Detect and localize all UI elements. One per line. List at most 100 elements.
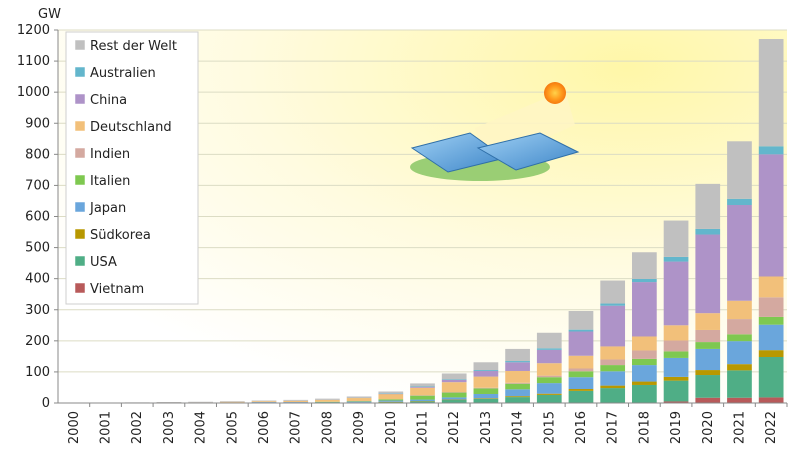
legend-swatch xyxy=(74,174,86,186)
bar-segment xyxy=(505,396,530,398)
bar-segment xyxy=(473,393,499,399)
bar-segment xyxy=(251,401,277,403)
bar-segment xyxy=(441,399,467,403)
bar-segment xyxy=(695,342,721,349)
bar-segment xyxy=(727,370,752,398)
bar-segment xyxy=(727,141,752,199)
bar-segment xyxy=(410,395,435,396)
x-tick-label: 2020 xyxy=(701,411,716,444)
bar-segment xyxy=(568,377,594,390)
bar-segment xyxy=(378,393,404,400)
bar-segment xyxy=(600,359,626,366)
legend-label: USA xyxy=(90,255,117,270)
bar-segment xyxy=(568,310,594,330)
x-tick-label: 2008 xyxy=(320,411,335,444)
bar-segment xyxy=(727,300,752,320)
x-tick-label: 2011 xyxy=(416,411,431,444)
bar-segment xyxy=(536,332,562,349)
bar-segment xyxy=(568,371,594,378)
bar-segment xyxy=(473,370,499,371)
bar-segment xyxy=(600,371,626,386)
y-tick-label: 400 xyxy=(25,272,50,287)
bar-segment xyxy=(695,183,721,229)
bar-segment xyxy=(600,385,626,389)
y-tick-label: 900 xyxy=(25,116,50,131)
bar-segment xyxy=(441,379,467,380)
legend-swatch xyxy=(74,201,86,213)
bar-segment xyxy=(378,401,404,403)
bar-segment xyxy=(536,363,562,376)
bar-segment xyxy=(283,402,309,403)
bar-segment xyxy=(473,388,499,394)
bar-segment xyxy=(695,329,721,343)
x-tick-label: 2003 xyxy=(162,411,177,444)
bar-segment xyxy=(758,39,784,147)
x-tick-label: 2013 xyxy=(479,411,494,444)
y-tick-label: 200 xyxy=(25,334,50,349)
bar-segment xyxy=(505,389,530,397)
bar-segment xyxy=(727,204,752,301)
legend-label: China xyxy=(90,93,127,108)
y-axis-label: GW xyxy=(38,7,61,22)
bar-segment xyxy=(600,365,626,372)
bar-segment xyxy=(727,198,752,205)
y-tick-label: 600 xyxy=(25,210,50,225)
legend-label: Vietnam xyxy=(90,282,144,297)
bar-segment xyxy=(600,303,626,306)
x-tick-label: 2004 xyxy=(194,411,209,444)
x-tick-labels: 2000 2001 2002 2003 2004 2005 2006 2007 2008 2009… xyxy=(67,411,779,444)
bar-segment xyxy=(758,397,784,403)
bar-segment xyxy=(473,398,499,399)
bar-segment xyxy=(632,282,657,337)
bar-segment xyxy=(695,397,721,403)
bar-segment xyxy=(663,261,689,326)
legend-label: Deutschland xyxy=(90,120,172,135)
bars xyxy=(61,39,784,404)
bar-segment xyxy=(473,387,499,389)
x-tick-label: 2014 xyxy=(511,411,526,444)
bar-segment xyxy=(410,386,435,388)
x-tick-label: 2000 xyxy=(67,411,82,444)
bar-segment xyxy=(536,375,562,378)
bar-segment xyxy=(600,305,626,347)
legend: Rest der Welt Australien China Deutschland I… xyxy=(65,31,199,305)
bar-segment xyxy=(315,398,340,400)
bar-segment xyxy=(568,390,594,403)
bar-segment xyxy=(536,348,562,350)
bar-segment xyxy=(505,361,530,363)
bar-segment xyxy=(473,376,499,388)
bar-segment xyxy=(568,355,594,369)
bar-segment xyxy=(536,377,562,384)
bar-segment xyxy=(536,393,562,395)
legend-label: Australien xyxy=(90,66,156,81)
bar-segment xyxy=(441,392,467,393)
bar-segment xyxy=(663,376,689,381)
x-tick-label: 2017 xyxy=(606,411,621,444)
bar-segment xyxy=(505,348,530,362)
x-tick-label: 2022 xyxy=(764,411,779,444)
bar-segment xyxy=(758,324,784,351)
legend-swatch xyxy=(74,39,86,51)
y-tick-label: 800 xyxy=(25,147,50,162)
bar-segment xyxy=(695,234,721,314)
bar-segment xyxy=(727,334,752,342)
bar-segment xyxy=(505,383,530,390)
bar-segment xyxy=(410,401,435,403)
bar-segment xyxy=(600,388,626,403)
bar-segment xyxy=(727,364,752,371)
bar-segment xyxy=(632,278,657,283)
x-tick-label: 2010 xyxy=(384,411,399,444)
bar-segment xyxy=(695,348,721,371)
bar-segment xyxy=(663,380,689,402)
bar-segment xyxy=(505,397,530,403)
bar-segment xyxy=(441,397,467,400)
x-tick-label: 2002 xyxy=(130,411,145,444)
legend-label: Rest der Welt xyxy=(90,39,177,54)
bar-segment xyxy=(283,400,309,403)
bar-segment xyxy=(632,381,657,385)
y-tick-label: 700 xyxy=(25,178,50,193)
bar-segment xyxy=(378,393,404,394)
bar-segment xyxy=(441,392,467,398)
bar-segment xyxy=(156,402,182,403)
